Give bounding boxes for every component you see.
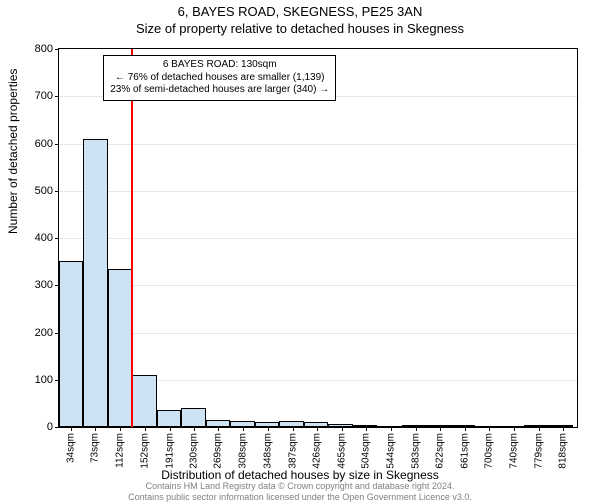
y-tick-label: 400 <box>35 232 53 244</box>
chart-title: 6, BAYES ROAD, SKEGNESS, PE25 3AN <box>0 4 600 19</box>
x-tick-label: 818sqm <box>558 433 569 469</box>
x-tick-mark <box>563 427 564 431</box>
histogram-bar <box>500 426 524 427</box>
annotation-line: ← 76% of detached houses are smaller (1,… <box>110 72 329 85</box>
x-tick-mark <box>218 427 219 431</box>
histogram-bar <box>377 426 401 427</box>
x-tick-mark <box>120 427 121 431</box>
x-tick-mark <box>194 427 195 431</box>
histogram-bar <box>83 139 107 427</box>
histogram-bar <box>402 425 426 427</box>
x-tick-mark <box>416 427 417 431</box>
grid-line <box>59 144 577 145</box>
x-tick-mark <box>465 427 466 431</box>
x-tick-label: 191sqm <box>164 433 175 469</box>
x-axis-title: Distribution of detached houses by size … <box>0 468 600 482</box>
x-tick-mark <box>366 427 367 431</box>
histogram-bar <box>475 426 499 427</box>
marker-line <box>131 49 133 427</box>
x-tick-label: 544sqm <box>386 433 397 469</box>
x-tick-label: 740sqm <box>509 433 520 469</box>
y-tick-label: 800 <box>35 43 53 55</box>
y-tick-mark <box>55 96 59 97</box>
x-tick-label: 387sqm <box>287 433 298 469</box>
x-tick-label: 779sqm <box>533 433 544 469</box>
annotation-line: 23% of semi-detached houses are larger (… <box>110 84 329 97</box>
x-tick-label: 583sqm <box>410 433 421 469</box>
histogram-bar <box>157 410 181 427</box>
x-tick-mark <box>342 427 343 431</box>
y-tick-mark <box>55 144 59 145</box>
annotation-box: 6 BAYES ROAD: 130sqm← 76% of detached ho… <box>103 55 336 101</box>
x-tick-label: 661sqm <box>459 433 470 469</box>
histogram-bar <box>451 425 475 427</box>
footer-line-1: Contains HM Land Registry data © Crown c… <box>0 481 600 491</box>
x-tick-label: 426sqm <box>312 433 323 469</box>
chart-area: 010020030040050060070080034sqm73sqm112sq… <box>58 48 578 428</box>
x-tick-label: 700sqm <box>484 433 495 469</box>
histogram-bar <box>524 425 548 427</box>
y-tick-label: 200 <box>35 327 53 339</box>
x-tick-label: 465sqm <box>336 433 347 469</box>
footer-line-2: Contains public sector information licen… <box>0 492 600 502</box>
chart-subtitle: Size of property relative to detached ho… <box>0 21 600 36</box>
x-tick-label: 112sqm <box>114 433 125 468</box>
histogram-bar <box>132 375 156 427</box>
x-tick-mark <box>317 427 318 431</box>
x-tick-label: 73sqm <box>90 433 101 463</box>
x-tick-mark <box>391 427 392 431</box>
histogram-bar <box>181 408 205 427</box>
y-tick-label: 700 <box>35 90 53 102</box>
x-tick-mark <box>514 427 515 431</box>
x-tick-label: 348sqm <box>263 433 274 469</box>
histogram-bar <box>549 425 573 427</box>
y-tick-label: 0 <box>47 421 53 433</box>
x-tick-mark <box>268 427 269 431</box>
grid-line <box>59 191 577 192</box>
y-axis-title: Number of detached properties <box>6 69 20 234</box>
x-tick-mark <box>145 427 146 431</box>
histogram-bar <box>108 269 132 427</box>
y-tick-mark <box>55 238 59 239</box>
x-tick-label: 34sqm <box>65 433 76 463</box>
y-tick-label: 600 <box>35 138 53 150</box>
x-tick-mark <box>293 427 294 431</box>
x-tick-label: 152sqm <box>140 433 151 469</box>
grid-line <box>59 285 577 286</box>
x-tick-label: 308sqm <box>237 433 248 469</box>
x-tick-mark <box>170 427 171 431</box>
plot-area: 010020030040050060070080034sqm73sqm112sq… <box>58 48 578 428</box>
y-tick-label: 500 <box>35 185 53 197</box>
y-tick-mark <box>55 49 59 50</box>
y-tick-label: 100 <box>35 374 53 386</box>
histogram-bar <box>59 261 83 427</box>
grid-line <box>59 333 577 334</box>
y-tick-mark <box>55 427 59 428</box>
x-tick-label: 504sqm <box>361 433 372 469</box>
x-tick-label: 230sqm <box>188 433 199 469</box>
x-tick-mark <box>71 427 72 431</box>
y-tick-mark <box>55 191 59 192</box>
grid-line <box>59 238 577 239</box>
x-tick-mark <box>539 427 540 431</box>
footer: Contains HM Land Registry data © Crown c… <box>0 481 600 502</box>
histogram-bar <box>206 420 230 427</box>
x-tick-label: 269sqm <box>213 433 224 469</box>
x-tick-mark <box>440 427 441 431</box>
x-tick-mark <box>95 427 96 431</box>
y-tick-label: 300 <box>35 279 53 291</box>
x-tick-label: 622sqm <box>435 433 446 469</box>
x-tick-mark <box>243 427 244 431</box>
histogram-bar <box>426 425 450 427</box>
annotation-line: 6 BAYES ROAD: 130sqm <box>110 59 329 72</box>
x-tick-mark <box>489 427 490 431</box>
